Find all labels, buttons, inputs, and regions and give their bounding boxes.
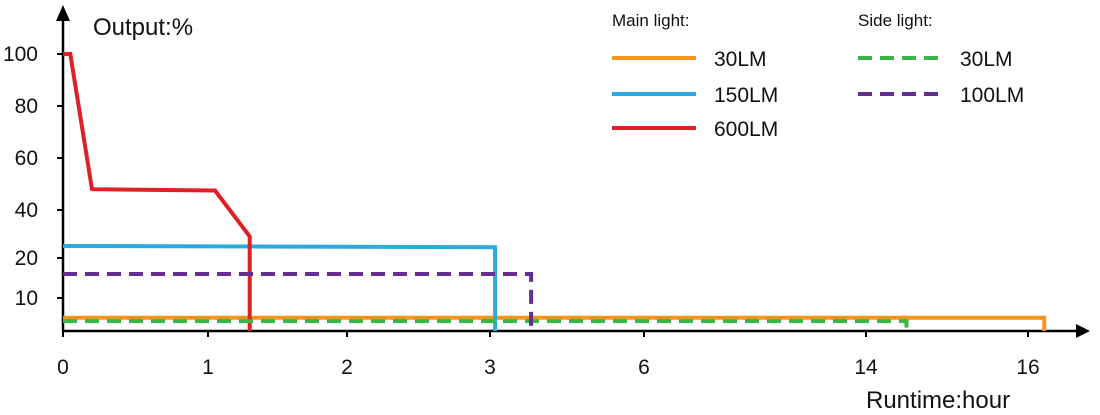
x-tick-label: 3 [484, 356, 496, 379]
x-axis-arrow [1076, 324, 1090, 338]
series-line-main-150lm [62, 244, 498, 331]
series-layer [62, 52, 1047, 331]
legend-group-title: Main light: [612, 11, 689, 30]
y-tick-label: 100 [3, 43, 38, 66]
y-tick-label: 80 [15, 95, 38, 118]
x-axis-title: Runtime:hour [866, 387, 1010, 414]
x-tick-label: 1 [202, 356, 214, 379]
x-tick-label: 0 [57, 356, 69, 379]
series-line-side-100lm [63, 272, 534, 331]
tick-labels: 10 20 40 60 80 100 0 1 2 3 6 14 16 [3, 43, 1040, 379]
legend-label: 30LM [714, 48, 767, 71]
y-axis-title: Output:% [93, 14, 193, 41]
legend: Main light: 30LM 150LM 600LM Side light: 30LM… [612, 11, 1024, 141]
y-tick-label: 10 [15, 287, 38, 310]
y-tick-label: 20 [15, 247, 38, 270]
y-axis-arrow [56, 5, 70, 21]
legend-group-title: Side light: [858, 11, 933, 30]
series-line-main-30lm [63, 315, 1047, 331]
x-tick-label: 16 [1016, 356, 1039, 379]
legend-label: 30LM [960, 48, 1013, 71]
axes [56, 5, 1090, 338]
series-line-side-30lm [63, 319, 909, 331]
x-tick-label: 14 [854, 356, 878, 379]
x-tick-label: 6 [638, 356, 650, 379]
legend-label: 150LM [714, 84, 778, 107]
series-line-main-600lm [63, 52, 252, 331]
legend-label: 100LM [960, 84, 1024, 107]
y-tick-label: 40 [15, 199, 38, 222]
x-tick-label: 2 [341, 356, 353, 379]
legend-label: 600LM [714, 118, 778, 141]
y-tick-label: 60 [15, 147, 38, 170]
